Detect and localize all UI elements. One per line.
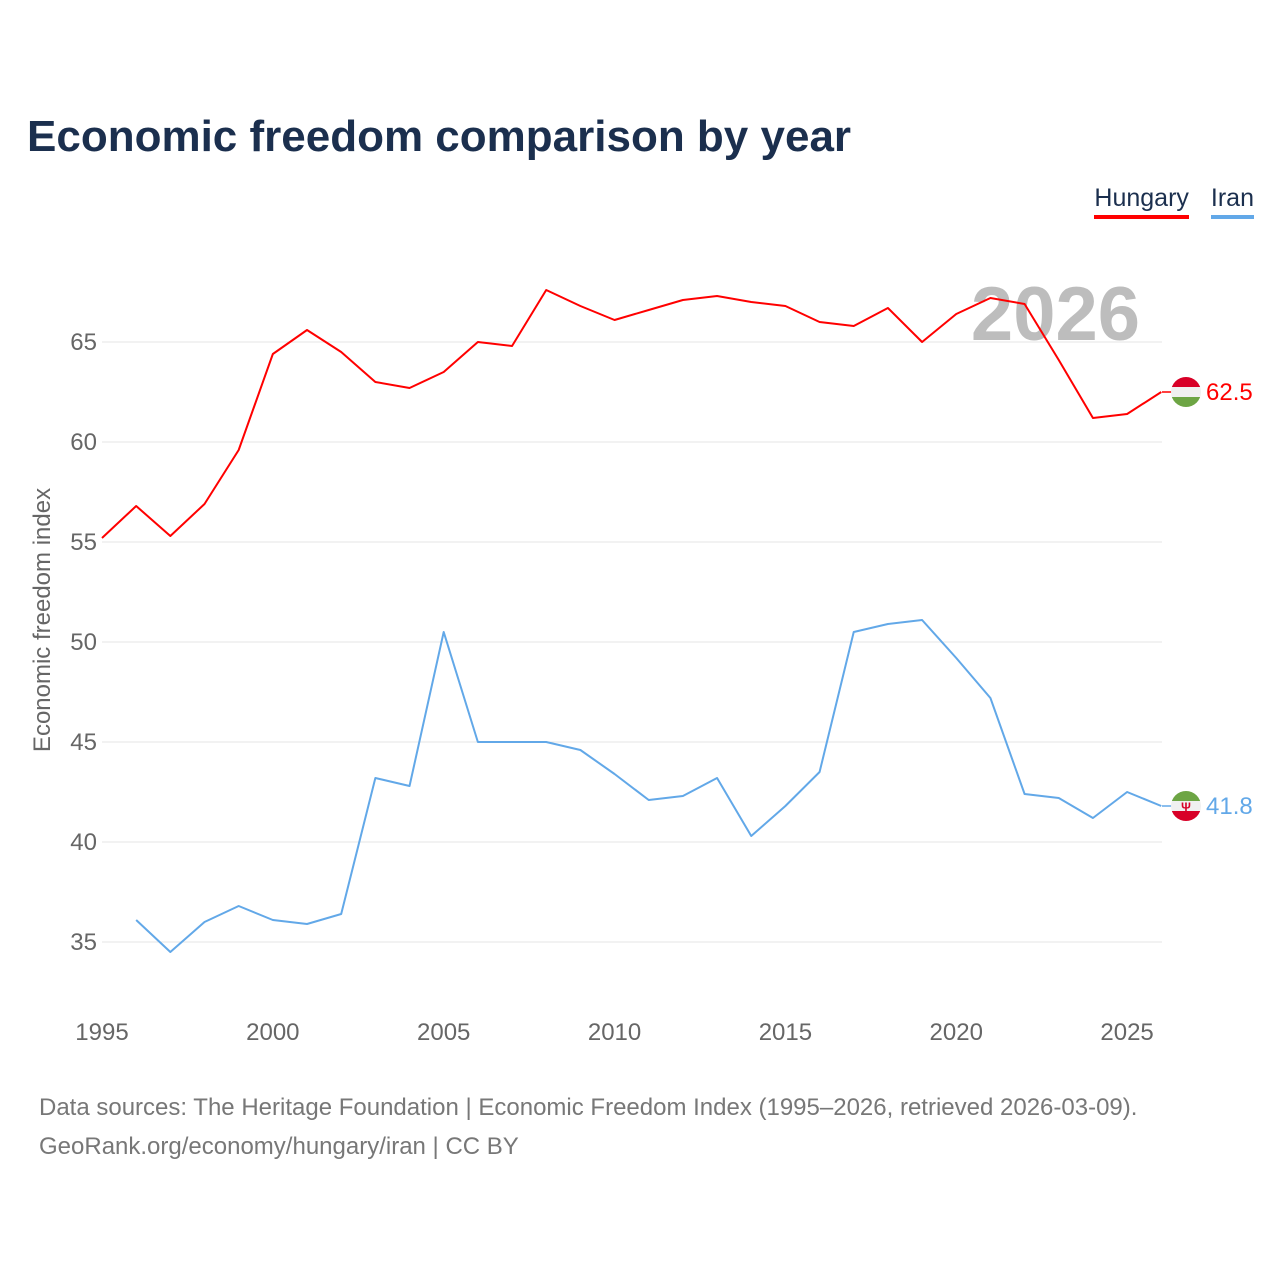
- series-line-hungary: [101, 289, 1162, 539]
- x-tick-label: 2025: [1100, 1019, 1153, 1046]
- end-value-label: 62.5: [1206, 379, 1253, 406]
- y-tick-label: 35: [70, 929, 97, 956]
- iran-flag-icon: Ψ: [1171, 791, 1201, 821]
- chart-title: Economic freedom comparison by year: [27, 112, 852, 161]
- y-axis-label: Economic freedom index: [29, 488, 56, 752]
- flag-stripe: [1171, 791, 1201, 801]
- year-watermark: 2026: [971, 272, 1140, 357]
- flag-stripe: [1171, 377, 1201, 387]
- flag-stripe: [1171, 397, 1201, 407]
- flag-stripe: [1171, 811, 1201, 821]
- y-tick-label: 60: [70, 429, 97, 456]
- attribution-text: GeoRank.org/economy/hungary/iran | CC BY: [39, 1133, 519, 1160]
- x-tick-label: 2000: [246, 1019, 299, 1046]
- source-text: Data sources: The Heritage Foundation | …: [39, 1094, 1138, 1121]
- end-value-label: 41.8: [1206, 793, 1253, 820]
- legend-iran[interactable]: Iran: [1210, 184, 1254, 219]
- y-tick-label: 65: [70, 329, 97, 356]
- footer: Data sources: The Heritage Foundation | …: [39, 1088, 1137, 1166]
- y-tick-label: 55: [70, 529, 97, 556]
- x-tick-label: 2005: [417, 1019, 470, 1046]
- x-tick-label: 2015: [759, 1019, 812, 1046]
- hungary-flag-icon: [1171, 377, 1201, 407]
- y-tick-label: 45: [70, 729, 97, 756]
- flag-stripe: [1171, 387, 1201, 397]
- y-tick-label: 50: [70, 629, 97, 656]
- y-tick-label: 40: [70, 829, 97, 856]
- legend-hungary[interactable]: Hungary: [1094, 184, 1189, 219]
- iran-emblem: Ψ: [1181, 800, 1191, 814]
- x-tick-label: 1995: [75, 1019, 128, 1046]
- x-tick-label: 2010: [588, 1019, 641, 1046]
- flag-stripe: [1171, 801, 1201, 811]
- series-line-iran: [135, 619, 1162, 953]
- legend: Hungary Iran: [1094, 184, 1254, 219]
- x-tick-label: 2020: [930, 1019, 983, 1046]
